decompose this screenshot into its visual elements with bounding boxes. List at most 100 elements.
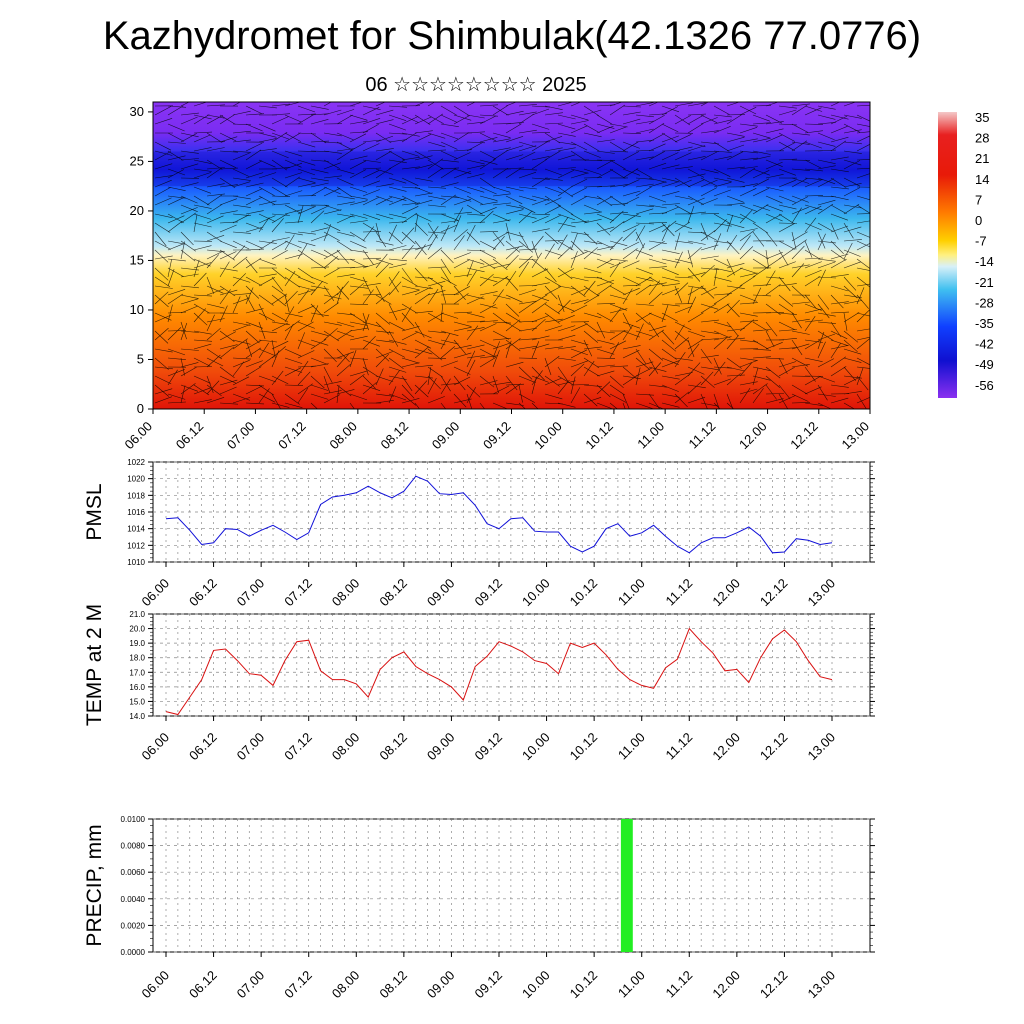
x-tick-label: 13.00 <box>805 576 839 610</box>
wind-barb <box>258 375 277 383</box>
wind-barb <box>726 195 744 203</box>
wind-barb <box>245 287 254 305</box>
wind-barb <box>674 306 692 314</box>
wind-barb <box>531 376 537 395</box>
wind-barb <box>544 231 559 245</box>
wind-barb <box>453 105 470 116</box>
wind-barb <box>843 300 862 305</box>
wind-barb <box>453 339 466 354</box>
wind-barb <box>700 371 714 386</box>
wind-barb <box>544 286 562 296</box>
wind-barb <box>661 303 680 307</box>
wind-barb <box>531 315 549 323</box>
wind-barb <box>570 348 589 356</box>
wind-barb <box>648 282 667 287</box>
wind-barb <box>817 261 836 269</box>
wind-barb <box>791 206 809 215</box>
wind-barb <box>245 142 263 152</box>
wind-barb <box>245 339 253 358</box>
wind-barb <box>180 240 196 252</box>
wind-barb <box>817 132 835 141</box>
wind-barb <box>622 213 641 217</box>
wind-barb <box>271 294 287 307</box>
wind-barb <box>843 239 862 242</box>
wind-barb <box>674 221 691 233</box>
wind-barb <box>635 312 650 326</box>
wind-barb <box>375 213 394 220</box>
wind-barb <box>505 361 524 368</box>
wind-barb <box>635 357 650 370</box>
wind-barb <box>297 383 313 395</box>
wind-barb <box>570 376 576 395</box>
y-tick-label: 15.0 <box>129 697 145 706</box>
x-tick-label: 11.00 <box>634 419 667 452</box>
wind-barb <box>505 340 512 359</box>
pmsl-line <box>165 475 833 554</box>
wind-barb <box>245 258 258 274</box>
wind-barb <box>193 172 212 179</box>
wind-barb <box>765 393 785 395</box>
wind-barb <box>648 276 665 287</box>
wind-barb <box>752 356 771 359</box>
wind-barb <box>492 312 508 325</box>
wind-barb <box>167 369 185 377</box>
wind-barb <box>180 182 199 188</box>
wind-barb <box>843 123 861 133</box>
wind-barb <box>154 357 169 370</box>
wind-barb <box>648 357 658 374</box>
wind-barb <box>505 254 519 269</box>
wind-barb <box>206 384 222 396</box>
wind-barb <box>271 350 280 368</box>
wind-barb <box>154 384 169 397</box>
wind-barb <box>271 195 291 197</box>
wind-barb <box>726 337 745 341</box>
wind-barb <box>180 133 197 143</box>
wind-barb <box>453 274 472 278</box>
wind-barb <box>167 258 186 262</box>
wind-barb <box>856 114 870 122</box>
wind-barb <box>583 346 602 350</box>
wind-barb <box>258 213 276 222</box>
wind-barb <box>453 195 472 202</box>
wind-barb <box>674 352 686 368</box>
wind-barb <box>648 143 666 152</box>
wind-barb <box>791 402 811 404</box>
wind-barb <box>804 195 824 197</box>
wind-barb <box>674 232 681 251</box>
wind-barb <box>596 213 614 222</box>
y-tick-label: 16.0 <box>129 683 145 692</box>
wind-barb <box>349 349 357 368</box>
wind-barb <box>479 201 498 206</box>
wind-barb <box>167 348 186 356</box>
wind-barb <box>193 214 198 233</box>
wind-barb <box>518 129 537 134</box>
wind-barb <box>583 231 598 245</box>
wind-barb <box>245 172 264 179</box>
wind-barb <box>492 231 505 247</box>
wind-barb <box>271 393 282 409</box>
wind-barb <box>570 349 588 359</box>
wind-barb <box>570 141 588 151</box>
wind-barb <box>635 361 654 368</box>
wind-barb <box>739 105 757 115</box>
wind-barb <box>687 205 695 224</box>
wind-barb <box>167 197 185 206</box>
wind-barb <box>531 198 550 206</box>
wind-barb <box>817 276 837 279</box>
wind-barb <box>271 340 289 350</box>
wind-barb <box>349 231 366 242</box>
wind-barb <box>570 114 589 121</box>
wind-barb <box>700 286 718 296</box>
wind-barb <box>336 363 351 377</box>
wind-barb <box>583 285 600 297</box>
wind-barb <box>453 285 466 300</box>
wind-barb <box>505 339 521 352</box>
wind-barb <box>726 335 739 350</box>
wind-barb <box>349 120 368 125</box>
wind-barb <box>479 150 497 160</box>
wind-barb <box>570 172 589 179</box>
wind-barb <box>726 373 741 386</box>
wind-barb <box>765 195 783 204</box>
wind-barb <box>362 257 382 260</box>
wind-barb <box>843 129 862 134</box>
